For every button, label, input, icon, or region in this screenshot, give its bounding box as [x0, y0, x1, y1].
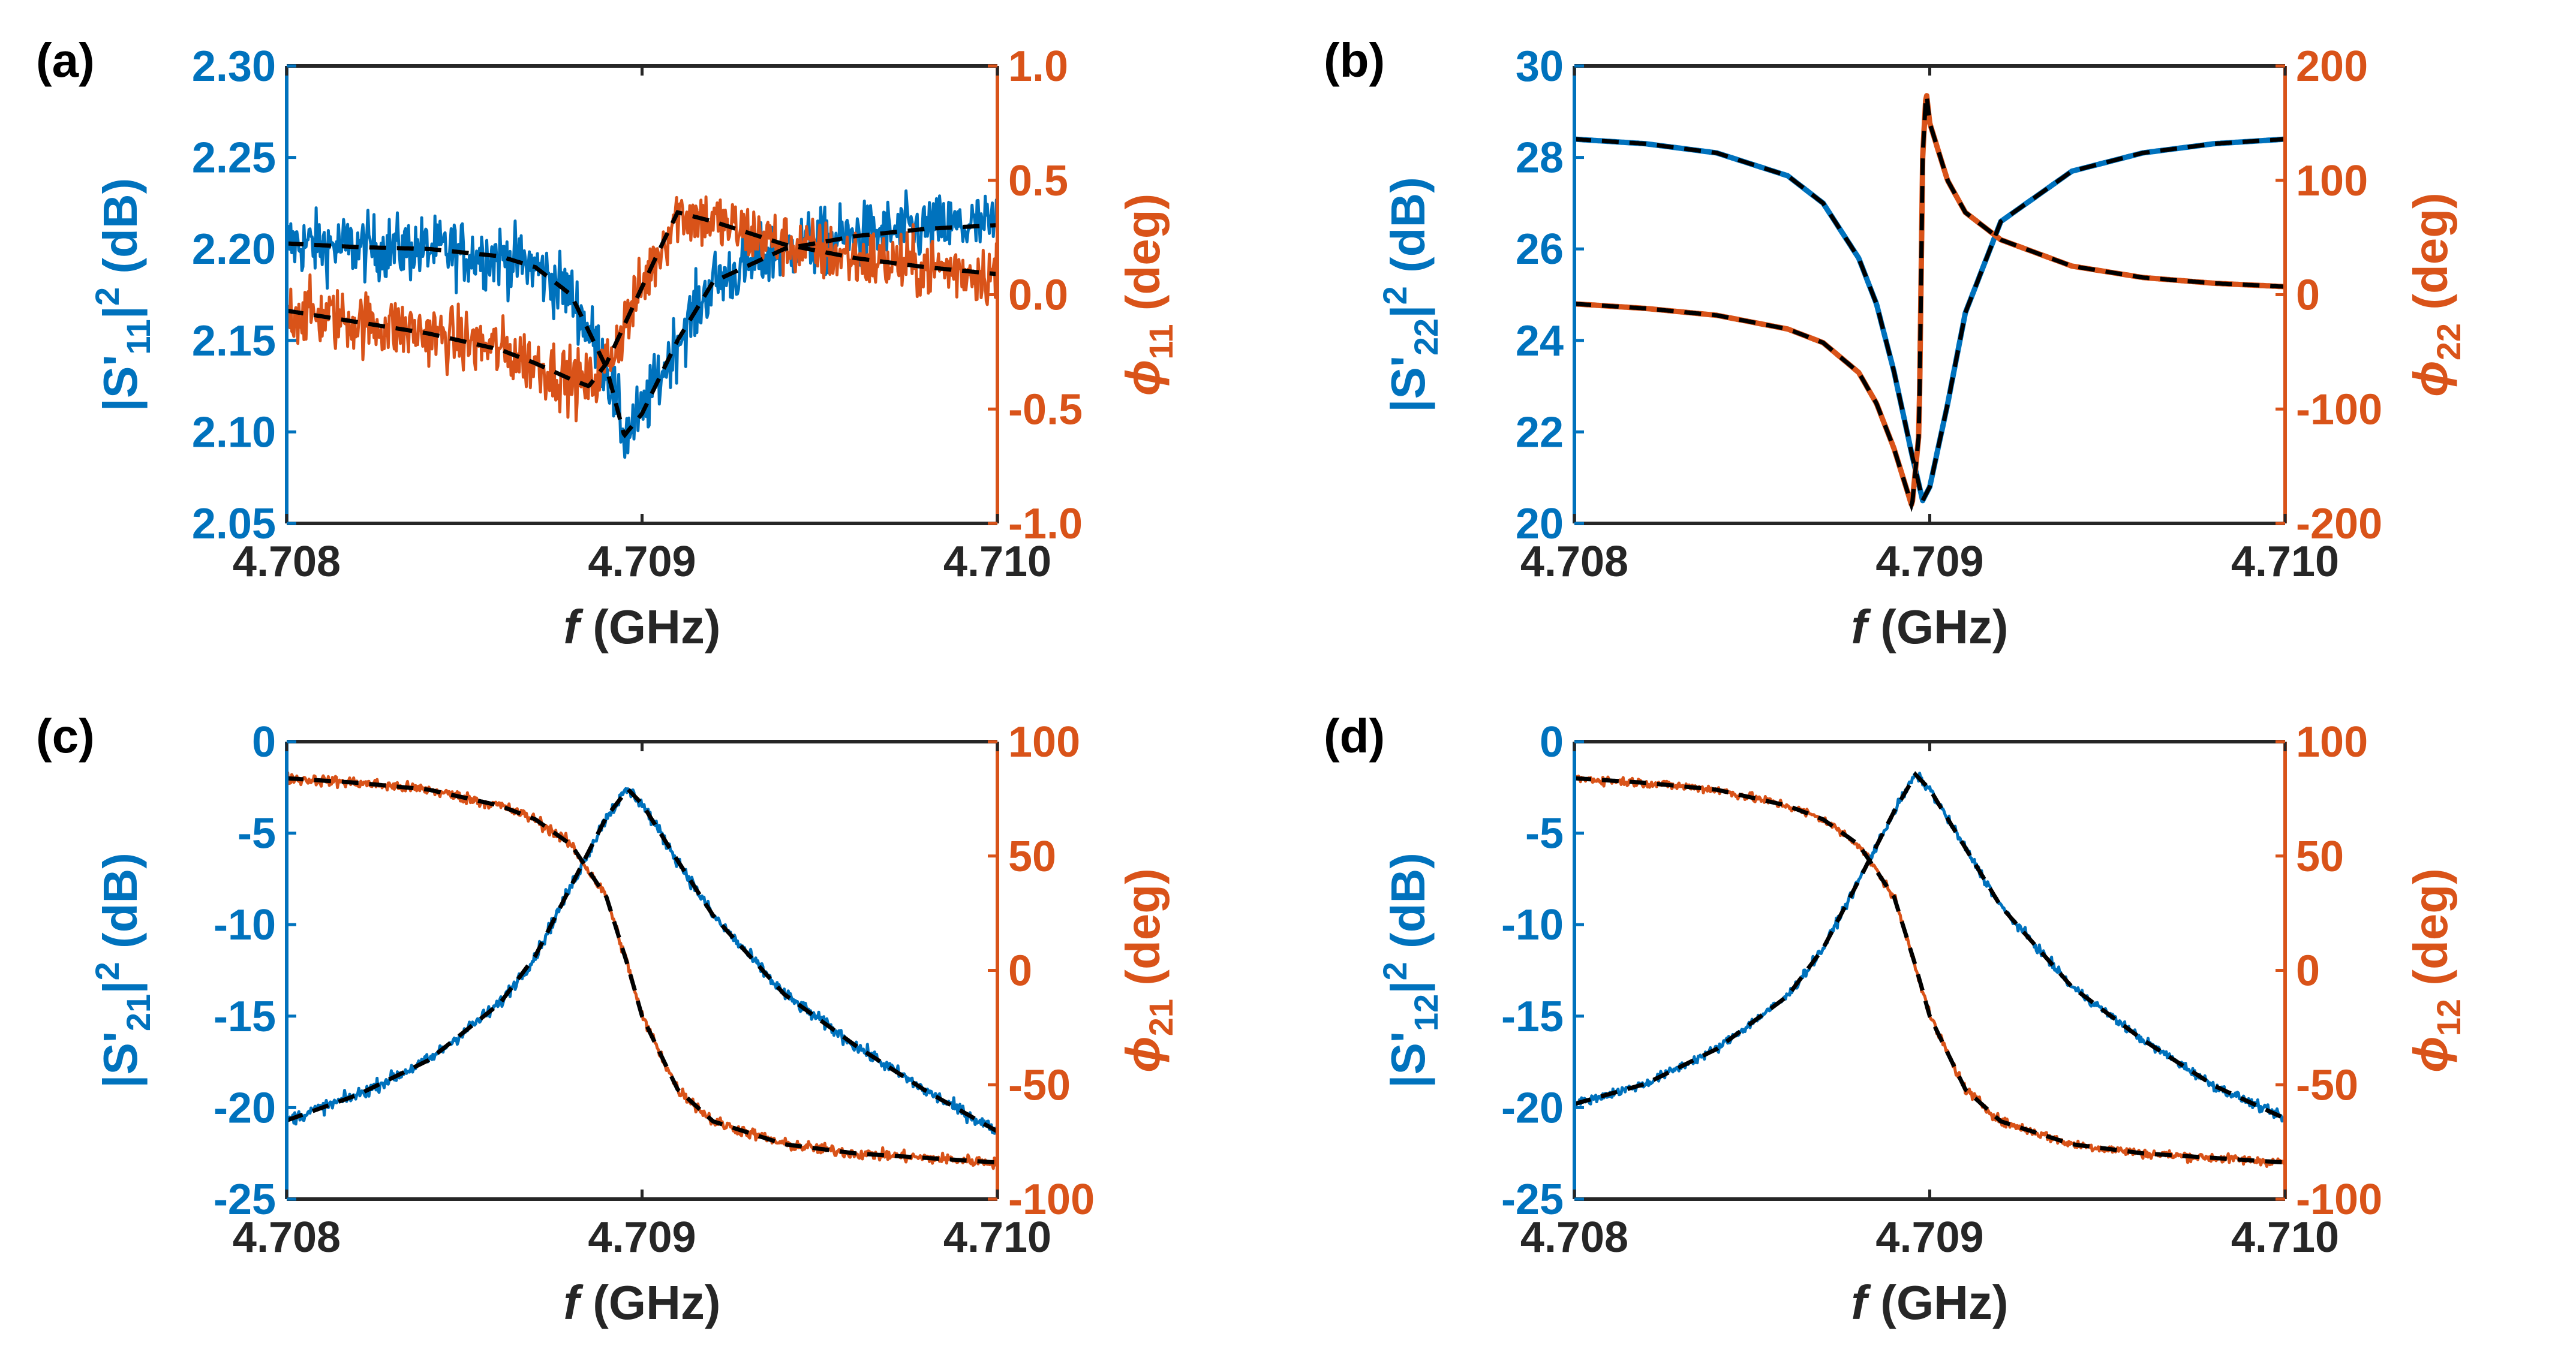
magnitude-fit-line [287, 223, 997, 439]
panel-label: (d) [1324, 709, 1385, 763]
y-right-tick-label: -100 [2296, 386, 2382, 433]
magnitude-trace [1574, 136, 2285, 504]
y-left-tick-label: 2.20 [192, 225, 276, 273]
y-left-tick-label: -15 [1501, 993, 1564, 1041]
x-tick-label: 4.709 [588, 1214, 696, 1261]
y-left-axis-label: |S'21|2 (dB) [88, 853, 157, 1088]
y-left-tick-label: -10 [1501, 901, 1564, 949]
y-right-tick-label: 200 [2296, 43, 2368, 91]
phase-trace [1574, 774, 2285, 1168]
magnitude-fit-line [287, 786, 997, 1134]
x-axis-label: f (GHz) [1851, 600, 2008, 654]
y-right-tick-label: 1.0 [1008, 43, 1068, 91]
x-tick-label: 4.709 [588, 538, 696, 586]
phase-fit-line [287, 776, 997, 1165]
y-left-tick-label: 28 [1516, 134, 1564, 182]
phase-fit-line [1574, 776, 2285, 1165]
phase-fit-line [287, 210, 997, 389]
plot-area [287, 189, 997, 459]
x-tick-label: 4.708 [1520, 538, 1628, 586]
x-tick-label: 4.708 [1520, 1214, 1628, 1261]
y-left-tick-label: -20 [214, 1084, 276, 1132]
y-right-tick-label: -50 [1008, 1061, 1071, 1109]
magnitude-fit-line [1574, 771, 2285, 1121]
y-left-tick-label: 2.10 [192, 408, 276, 456]
y-left-tick-label: 22 [1516, 408, 1564, 456]
y-left-tick-label: 20 [1516, 500, 1564, 548]
y-right-tick-label: 50 [2296, 833, 2344, 881]
magnitude-trace [287, 787, 997, 1137]
x-tick-label: 4.709 [1875, 538, 1983, 586]
y-right-tick-label: -0.5 [1008, 386, 1083, 433]
y-right-tick-label: 100 [2296, 157, 2368, 205]
plot-area [1574, 93, 2285, 513]
y-right-tick-label: -200 [2296, 500, 2382, 548]
y-right-axis-label: ϕ11 (deg) [1116, 194, 1180, 396]
magnitude-fit-line [1574, 137, 2285, 507]
panel-label: (c) [36, 709, 95, 763]
y-left-tick-label: 24 [1516, 317, 1564, 365]
x-tick-label: 4.709 [1875, 1214, 1983, 1261]
y-left-tick-label: 30 [1516, 43, 1564, 91]
y-left-tick-label: 2.15 [192, 317, 276, 365]
y-left-tick-label: 0 [252, 718, 276, 766]
x-tick-label: 4.708 [233, 538, 341, 586]
y-left-axis-label: |S'12|2 (dB) [1376, 853, 1445, 1088]
y-right-tick-label: 100 [1008, 718, 1080, 766]
y-right-axis-label: ϕ21 (deg) [1116, 868, 1180, 1073]
x-tick-label: 4.708 [233, 1214, 341, 1261]
x-axis-label: f (GHz) [563, 600, 720, 654]
y-right-tick-label: -1.0 [1008, 500, 1083, 548]
plot-area [1574, 771, 2285, 1168]
y-right-axis-label: ϕ12 (deg) [2404, 868, 2467, 1073]
y-right-tick-label: -50 [2296, 1061, 2358, 1109]
x-tick-label: 4.710 [2231, 1214, 2339, 1261]
y-right-tick-label: 50 [1008, 833, 1056, 881]
panel-label: (b) [1324, 34, 1385, 87]
chart-panel-b: (b) 4.708 4.709 4.710 20 22 24 26 28 30 -200 -100 0 1… [1324, 34, 2467, 654]
x-axis-label: f (GHz) [1851, 1276, 2008, 1329]
y-left-tick-label: -5 [238, 810, 276, 858]
y-left-tick-label: 2.05 [192, 500, 276, 548]
y-right-tick-label: -100 [1008, 1176, 1095, 1224]
y-left-tick-label: -25 [214, 1176, 276, 1224]
phase-trace [287, 771, 997, 1170]
y-right-tick-label: 0.5 [1008, 157, 1068, 205]
chart-panel-c: (c)4.708 4.709 4.710-25-20-15-10-50-100-50… [36, 709, 1180, 1329]
x-tick-label: 4.710 [943, 1214, 1051, 1261]
y-left-tick-label: -10 [214, 901, 276, 949]
y-right-tick-label: 0 [1008, 947, 1032, 995]
chart-panel-a: (a) 4.708 4.709 4.710 2.05 2.10 2.15 2.20 2.25 2.… [36, 34, 1180, 654]
x-tick-label: 4.710 [2231, 538, 2339, 586]
y-left-tick-label: 2.25 [192, 134, 276, 182]
y-left-axis-label: |S'22|2 (dB) [1376, 177, 1445, 412]
x-tick-label: 4.710 [943, 538, 1051, 586]
y-right-tick-label: 0 [2296, 272, 2320, 320]
y-left-tick-label: -15 [214, 993, 276, 1041]
panel-label: (a) [36, 34, 95, 87]
y-left-tick-label: 0 [1540, 718, 1564, 766]
y-left-tick-label: -25 [1501, 1176, 1564, 1224]
y-right-tick-label: 0.0 [1008, 272, 1068, 320]
magnitude-trace [1574, 772, 2285, 1123]
magnitude-trace [287, 189, 997, 459]
y-right-tick-label: 100 [2296, 718, 2368, 766]
y-left-tick-label: 26 [1516, 225, 1564, 273]
y-right-axis-label: ϕ22 (deg) [2404, 192, 2467, 397]
y-right-tick-label: -100 [2296, 1176, 2382, 1224]
chart-panel-d: (d)4.708 4.709 4.710-25-20-15-10-50-100-50… [1324, 709, 2467, 1329]
phase-trace [1574, 93, 2285, 508]
y-left-tick-label: 2.30 [192, 43, 276, 91]
y-left-tick-label: -5 [1525, 810, 1564, 858]
plot-area [287, 771, 997, 1170]
phase-fit-line [1574, 95, 2285, 513]
y-right-tick-label: 0 [2296, 947, 2320, 995]
y-left-tick-label: -20 [1501, 1084, 1564, 1132]
y-left-axis-label: |S'11|2 (dB) [88, 178, 157, 412]
x-axis-label: f (GHz) [563, 1276, 720, 1329]
